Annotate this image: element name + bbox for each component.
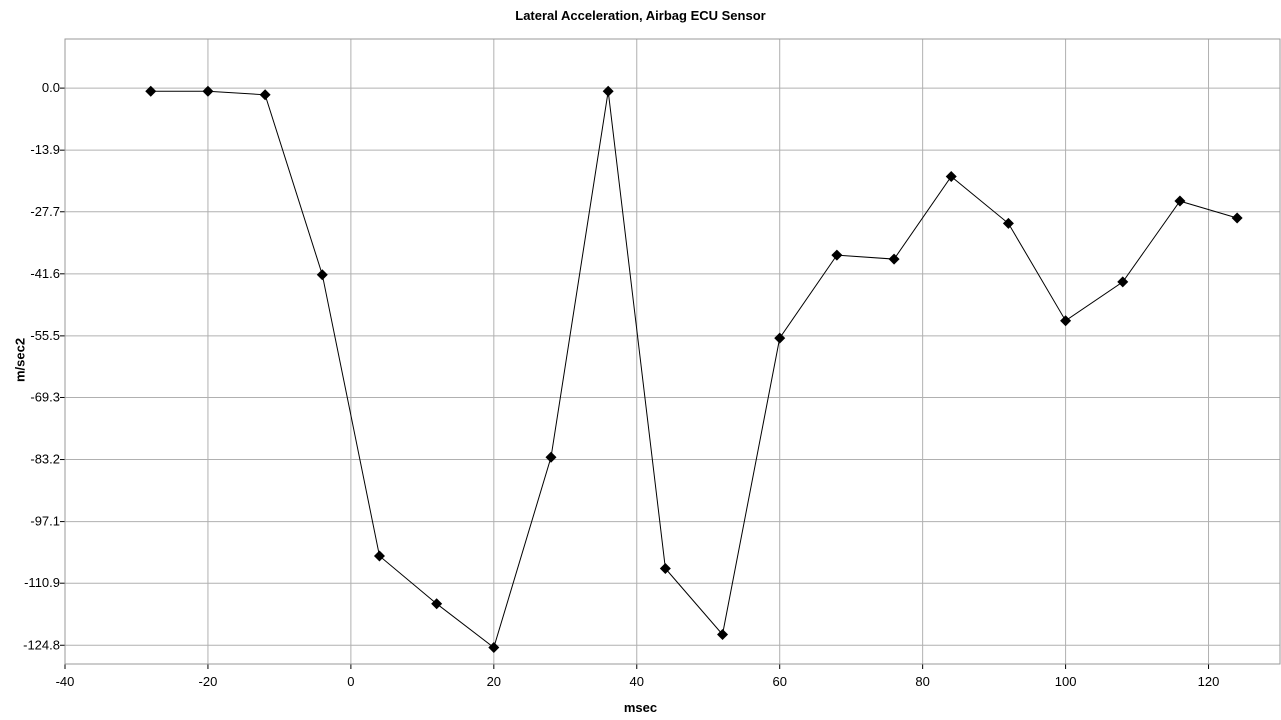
data-point-marker [373, 550, 385, 562]
x-tick-label: 0 [347, 674, 354, 689]
y-tick-label: -41.6 [30, 266, 60, 281]
y-tick-label: -110.9 [24, 575, 60, 590]
y-tick-label: -27.7 [30, 204, 60, 219]
y-tick-label: 0.0 [42, 80, 60, 95]
data-point-marker [659, 562, 671, 574]
data-point-marker [602, 85, 614, 97]
x-tick-label: 60 [772, 674, 786, 689]
data-point-marker [431, 598, 443, 610]
data-point-marker [202, 85, 214, 97]
data-point-marker [1174, 195, 1186, 207]
data-point-marker [316, 269, 328, 281]
x-tick-label: 100 [1055, 674, 1077, 689]
plot-frame [64, 38, 1281, 665]
y-tick-label: -69.3 [30, 389, 60, 404]
data-point-marker [888, 253, 900, 265]
data-point-marker [145, 85, 157, 97]
x-tick-label: -40 [56, 674, 75, 689]
data-point-marker [1060, 315, 1072, 327]
y-tick-label: -83.2 [30, 452, 60, 467]
data-point-marker [1117, 276, 1129, 288]
data-point-marker [774, 332, 786, 344]
y-tick-label: -55.5 [30, 328, 60, 343]
data-point-marker [545, 451, 557, 463]
tick-labels: -40 -20 0 20 40 60 80 100 120 0.0 -13.9 -27.7 -41.6 -… [23, 80, 1219, 689]
x-tick-label: 40 [630, 674, 644, 689]
y-tick-label: -124.8 [23, 637, 60, 652]
y-axis-label: m/sec2 [12, 337, 28, 383]
data-point-marker [1231, 212, 1243, 224]
data-point-marker [488, 641, 500, 653]
data-point-marker [1002, 217, 1014, 229]
data-point-marker [831, 249, 843, 261]
axes [60, 38, 1281, 669]
y-tick-label: -13.9 [30, 142, 60, 157]
data-point-marker [717, 629, 729, 641]
x-tick-label: 80 [915, 674, 929, 689]
x-tick-label: 120 [1198, 674, 1220, 689]
data-series [145, 85, 1243, 653]
y-tick-label: -97.1 [30, 514, 60, 529]
series-line [150, 90, 1238, 649]
x-axis-label: msec [623, 700, 658, 715]
data-point-marker [945, 171, 957, 182]
data-point-marker [259, 89, 271, 101]
x-tick-label: -20 [199, 674, 218, 689]
chart-title: Lateral Acceleration, Airbag ECU Sensor [515, 8, 766, 23]
grid-lines [64, 39, 1280, 664]
x-tick-label: 20 [487, 674, 501, 689]
